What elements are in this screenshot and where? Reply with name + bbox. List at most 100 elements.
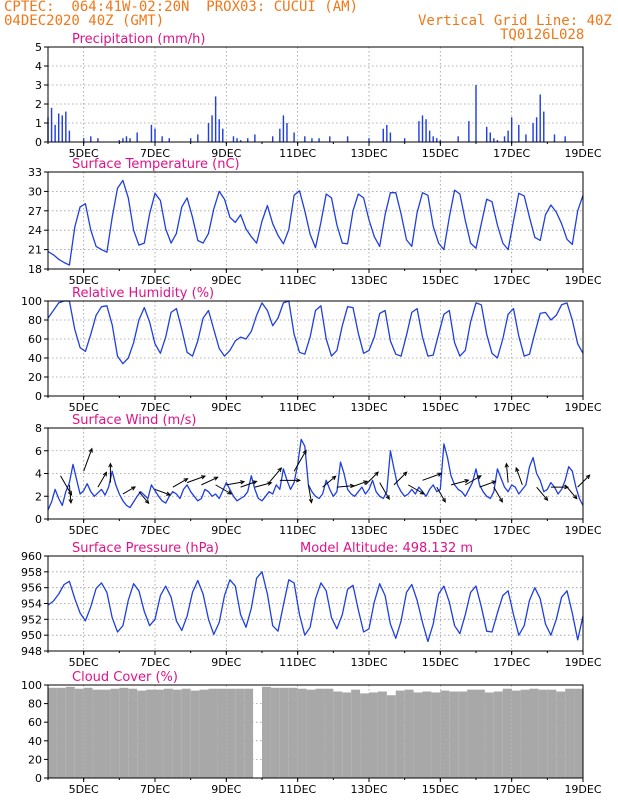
x-tick-label: 17DEC — [493, 401, 530, 414]
precip-bar — [125, 136, 128, 142]
precip-bar — [304, 136, 306, 142]
wind-arrow-shaft — [479, 480, 496, 488]
x-tick-label: 9DEC — [211, 783, 241, 796]
cloud-bar — [270, 687, 280, 778]
x-tick-label: 19DEC — [564, 656, 601, 669]
cloud-bar — [538, 689, 548, 778]
cloud-bar — [56, 687, 66, 778]
cloud-bar — [342, 692, 352, 778]
precip-bar — [468, 121, 470, 142]
wind-arrow-shaft — [379, 482, 390, 500]
precip-bar — [368, 138, 370, 142]
wind-arrow — [504, 462, 509, 483]
y-tick-label: 4 — [35, 60, 42, 73]
cloud-bar — [351, 689, 361, 778]
wind-arrow-shaft — [505, 463, 509, 483]
wind-arrow-head — [543, 496, 549, 502]
wind-arrow-head — [515, 466, 520, 472]
precip-bar — [150, 124, 153, 142]
cloud-bar — [74, 688, 84, 778]
wind-arrow-head — [363, 480, 369, 485]
x-tick-label: 9DEC — [211, 656, 241, 669]
x-tick-label: 13DEC — [350, 274, 387, 287]
wind-arrow — [393, 471, 408, 486]
precip-bar — [97, 138, 99, 142]
precip-bar — [510, 117, 513, 142]
wind-arrow — [108, 462, 113, 483]
cloud-bar — [235, 688, 245, 778]
wind-arrow-shaft — [83, 448, 93, 472]
cloud-bar — [493, 691, 503, 778]
cloud-bar — [556, 691, 566, 778]
chart-title: Surface Temperature (nC) — [72, 157, 240, 172]
precip-bar — [382, 128, 384, 142]
wind-arrow — [436, 486, 446, 503]
temp-series-line — [47, 179, 584, 266]
x-tick-label: 17DEC — [493, 783, 530, 796]
precip-bar — [82, 138, 85, 142]
x-tick-label: 17DEC — [493, 274, 530, 287]
cloud-bar — [217, 688, 227, 778]
cloud-bar — [324, 688, 334, 778]
vertical-grid-note: Vertical Grid Line: 40Z — [418, 13, 612, 29]
cloud-bar — [440, 690, 450, 778]
precip-bar — [457, 136, 459, 142]
y-tick-label: 27 — [28, 205, 42, 218]
precip-bar — [436, 138, 438, 142]
x-tick-label: 9DEC — [211, 524, 241, 537]
x-tick-label: 15DEC — [422, 401, 459, 414]
y-tick-label: 6 — [35, 445, 42, 458]
wind-arrow-shaft — [138, 491, 149, 504]
cloud-bar — [377, 691, 387, 778]
chart-title: Relative Humidity (%) — [72, 286, 214, 301]
x-tick-label: 11DEC — [279, 524, 316, 537]
precip-bar — [282, 115, 285, 142]
y-tick-label: 80 — [28, 698, 42, 711]
wind-arrow-head — [476, 475, 482, 480]
precip-bar — [346, 136, 349, 142]
x-tick-label: 9DEC — [211, 274, 241, 287]
x-tick-label: 19DEC — [564, 783, 601, 796]
x-tick-label: 17DEC — [493, 147, 530, 160]
wind-arrow-head — [67, 490, 73, 496]
cloud-bar — [101, 689, 111, 778]
cloud-bar — [502, 688, 512, 778]
x-tick-label: 13DEC — [350, 524, 387, 537]
cloud-bar — [467, 689, 476, 778]
x-tick-label: 15DEC — [422, 274, 459, 287]
wind-arrow-head — [464, 478, 470, 484]
wind-arrow-head — [130, 486, 137, 491]
x-tick-label: 19DEC — [564, 524, 601, 537]
cloud-bar — [476, 689, 485, 778]
precip-bar — [489, 132, 491, 142]
x-tick-label: 11DEC — [279, 274, 316, 287]
precip-bar — [232, 136, 235, 142]
precip-bar — [61, 115, 63, 142]
precip-bar — [68, 130, 71, 142]
x-tick-label: 7DEC — [140, 401, 170, 414]
y-tick-label: 960 — [21, 550, 42, 563]
precip-bar — [507, 130, 509, 142]
precip-bar — [564, 136, 566, 142]
wind-arrow — [186, 475, 207, 484]
cloud-bar — [92, 689, 102, 778]
cloud-bar — [65, 686, 75, 778]
precip-bar — [329, 136, 331, 142]
cloud-bar — [128, 688, 138, 778]
precip-bar — [439, 140, 442, 142]
precip-bar — [197, 134, 199, 142]
y-tick-label: 0 — [35, 390, 42, 403]
y-tick-label: 958 — [21, 566, 42, 579]
wind-arrow — [407, 484, 425, 495]
wind-arrow — [293, 449, 307, 472]
cloud-bar — [306, 689, 316, 778]
x-tick-label: 13DEC — [350, 147, 387, 160]
x-tick-label: 17DEC — [493, 524, 530, 537]
station-header: CPTEC: 064:41W-02:20N PROX03: CUCUI (AM) — [4, 0, 359, 15]
cloud-bar — [404, 689, 414, 778]
wind-arrow — [68, 484, 73, 504]
wind-arrow — [350, 480, 369, 488]
wind-arrow — [122, 486, 137, 495]
panel-temp: 18 21 24 27 30 33 5DEC 7DEC 9DEC 11DEC 13DEC 15DEC 1… — [28, 157, 602, 287]
precip-bar — [218, 119, 220, 142]
